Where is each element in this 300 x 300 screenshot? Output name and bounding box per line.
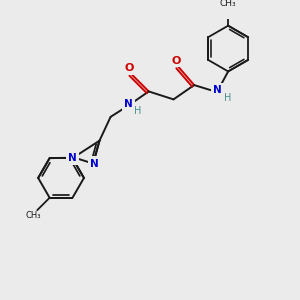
Text: H: H bbox=[224, 93, 231, 103]
Text: CH₃: CH₃ bbox=[220, 0, 236, 8]
Text: O: O bbox=[172, 56, 182, 66]
Text: N: N bbox=[68, 153, 77, 163]
Text: N: N bbox=[213, 85, 221, 95]
Text: N: N bbox=[124, 99, 133, 109]
Text: N: N bbox=[90, 159, 99, 169]
Text: O: O bbox=[125, 63, 134, 73]
Text: CH₃: CH₃ bbox=[26, 211, 41, 220]
Text: H: H bbox=[134, 106, 141, 116]
